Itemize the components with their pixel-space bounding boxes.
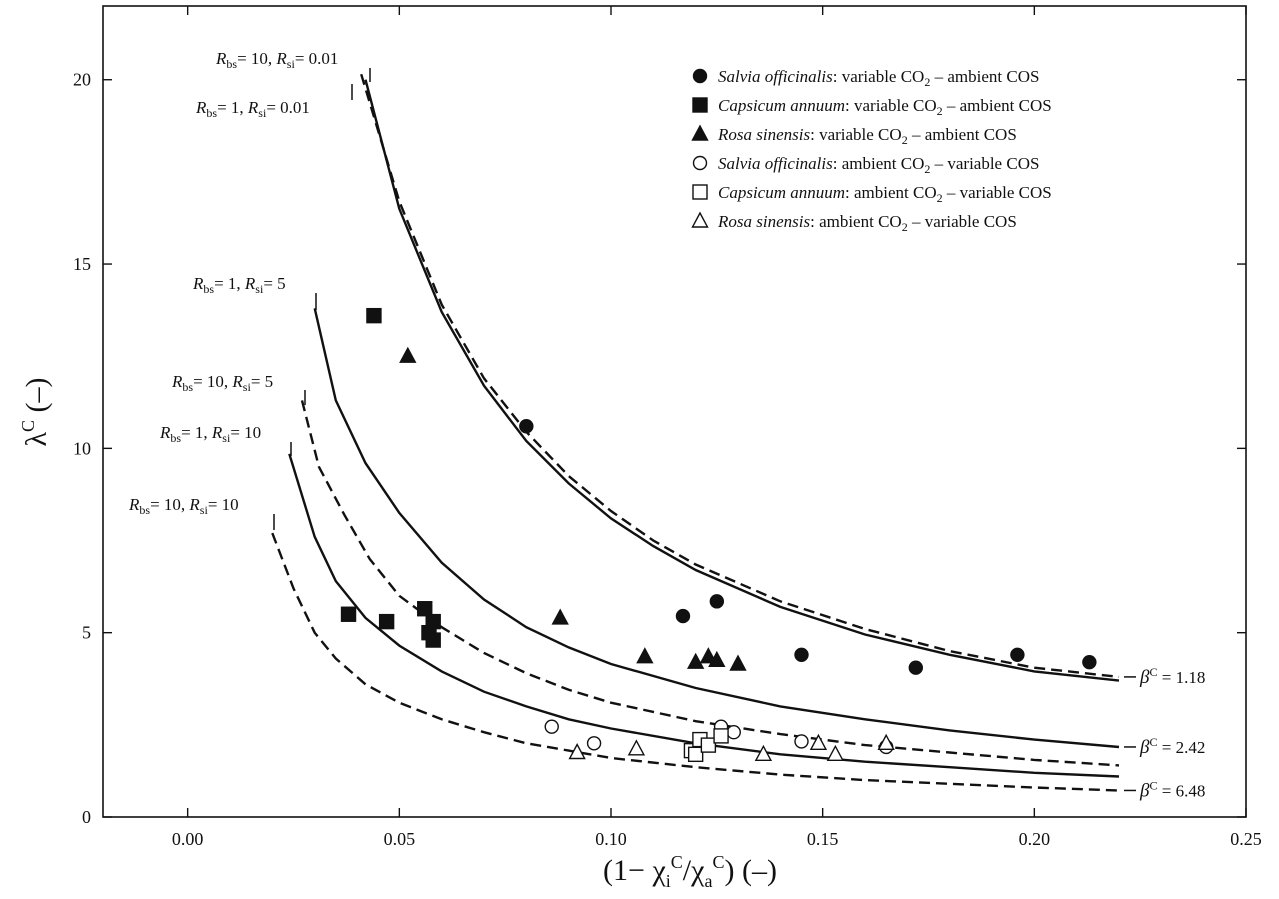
y-tick-label: 5	[82, 623, 91, 643]
data-point-triangle-filled	[699, 647, 718, 664]
data-point-triangle-open	[754, 744, 773, 762]
curve-label: Rbs= 10, Rsi= 0.01	[215, 49, 338, 71]
legend-label: Salvia officinalis: variable CO2 – ambie…	[718, 67, 1039, 89]
y-tick-label: 0	[82, 807, 91, 827]
legend: Salvia officinalis: variable CO2 – ambie…	[691, 67, 1052, 234]
x-tick-label: 0.25	[1230, 829, 1262, 849]
data-point-square-open	[687, 746, 704, 763]
data-point-square-filled	[340, 606, 357, 622]
data-point-triangle-open	[568, 743, 586, 760]
model-curve-solid	[288, 453, 1120, 778]
legend-marker	[692, 68, 708, 84]
data-point-square-open	[700, 737, 717, 753]
data-point-circle-open	[544, 719, 559, 734]
x-tick-label: 0.00	[172, 829, 204, 849]
data-point-triangle-filled	[729, 654, 747, 671]
data-point-square-filled	[366, 307, 382, 324]
data-point-circle-filled	[675, 608, 691, 624]
curve-label: Rbs= 10, Rsi= 10	[128, 495, 239, 517]
data-point-triangle-filled	[551, 608, 569, 625]
data-point-triangle-filled	[686, 652, 705, 669]
data-point-triangle-open	[826, 744, 845, 762]
y-tick-label: 20	[73, 70, 91, 90]
curve-label: Rbs= 1, Rsi= 10	[159, 423, 261, 445]
legend-label: Salvia officinalis: ambient CO2 – variab…	[718, 154, 1039, 176]
x-tick-label: 0.05	[384, 829, 416, 849]
data-point-circle-filled	[519, 419, 534, 434]
data-point-circle-filled	[908, 660, 923, 675]
legend-marker	[692, 97, 708, 113]
axes: 0.00 0.05 0.10 0.15 0.20 0.25 0 5 10 15 20	[73, 5, 1262, 849]
data-point-square-filled	[425, 613, 441, 630]
y-tick-label: 15	[73, 254, 91, 274]
data-point-circle-filled	[1082, 654, 1097, 670]
beta-label: βC = 2.42	[1139, 735, 1205, 758]
legend-label: Capsicum annuum: variable CO2 – ambient …	[718, 96, 1052, 118]
curve-labels: Rbs= 10, Rsi= 0.01 Rbs= 1, Rsi= 0.01 Rbs= …	[128, 49, 1205, 801]
x-tick-label: 0.15	[807, 829, 839, 849]
y-axis-title: λC (–)	[18, 377, 53, 446]
data-point-triangle-filled	[708, 650, 726, 668]
model-curve-solid	[364, 79, 1120, 682]
legend-label: Capsicum annuum: ambient CO2 – variable …	[718, 183, 1052, 205]
data-point-square-filled	[378, 613, 395, 630]
data-points	[340, 307, 1097, 763]
curve-label: Rbs= 1, Rsi= 5	[192, 274, 286, 296]
data-point-circle-filled	[1010, 647, 1025, 662]
x-tick-label: 0.20	[1019, 829, 1051, 849]
data-point-triangle-open	[877, 733, 895, 750]
x-tick-label: 0.10	[595, 829, 627, 849]
legend-marker	[691, 211, 709, 228]
data-point-circle-open	[794, 734, 809, 749]
data-point-square-open	[713, 728, 729, 744]
data-point-triangle-filled	[399, 346, 417, 363]
axis-titles: (1− χiC/χaC) (–) λC (–)	[18, 377, 777, 891]
beta-label: βC = 6.48	[1139, 778, 1205, 801]
data-point-circle-filled	[794, 647, 809, 662]
data-point-circle-open	[726, 725, 741, 740]
data-point-triangle-open	[627, 739, 646, 756]
data-point-circle-open	[586, 736, 602, 751]
y-tick-label: 10	[73, 438, 91, 458]
legend-marker	[692, 155, 708, 171]
data-point-circle-filled	[709, 594, 725, 609]
model-curve-dashed	[300, 400, 1120, 767]
model-curve-dashed	[271, 532, 1120, 792]
beta-label: βC = 1.18	[1139, 665, 1205, 688]
data-point-square-filled	[417, 601, 433, 617]
model-curve-solid	[313, 308, 1120, 749]
plot-frame	[102, 5, 1247, 818]
data-point-triangle-open	[809, 733, 828, 750]
data-point-square-filled	[425, 632, 441, 648]
x-axis-title: (1− χiC/χaC) (–)	[603, 852, 777, 891]
model-curve-dashed	[360, 73, 1120, 679]
curve-label: Rbs= 1, Rsi= 0.01	[195, 98, 310, 120]
legend-label: Rosa sinensis: ambient CO2 – variable CO…	[717, 212, 1017, 234]
legend-marker	[692, 184, 708, 200]
data-point-triangle-filled	[636, 647, 654, 664]
legend-label: Rosa sinensis: variable CO2 – ambient CO…	[717, 125, 1017, 147]
model-curves	[271, 73, 1120, 792]
legend-marker	[691, 124, 709, 141]
curve-label: Rbs= 10, Rsi= 5	[171, 372, 273, 394]
